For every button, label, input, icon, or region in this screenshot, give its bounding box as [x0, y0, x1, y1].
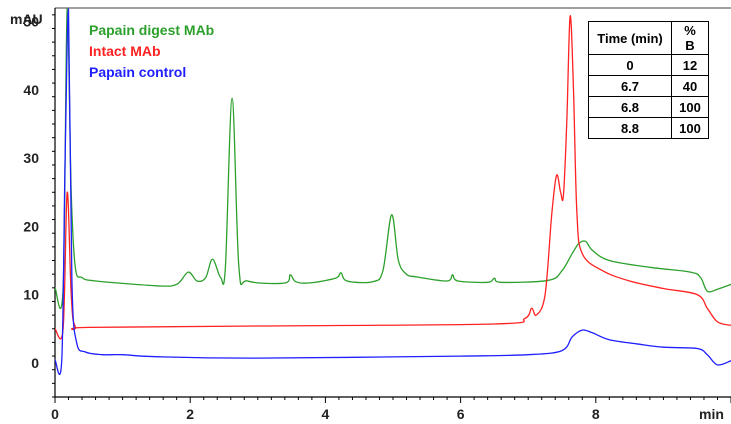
gradient-header-time: Time (min) [588, 21, 672, 55]
gradient-time-cell: 6.7 [588, 75, 672, 97]
y-tick-label: 20 [23, 218, 39, 234]
gradient-time-cell: 0 [588, 54, 672, 76]
x-tick-label: 2 [186, 406, 194, 422]
x-tick-label: 4 [322, 406, 330, 422]
gradient-time-cell: 8.8 [588, 117, 672, 139]
gradient-header-percent-b: % B [671, 21, 709, 55]
gradient-table-header: Time (min) % B [588, 21, 709, 55]
y-tick-label: 40 [23, 82, 39, 98]
legend-entry: Papain control [89, 64, 186, 80]
x-tick-label: 0 [51, 406, 59, 422]
table-row: 8.8 100 [588, 117, 709, 139]
y-axis-label: mAU [10, 11, 43, 27]
gradient-percent-b-cell: 100 [671, 96, 709, 118]
y-tick-label: 50 [23, 14, 39, 30]
x-axis-label: min [699, 406, 724, 422]
legend: Papain digest MAb Intact MAb Papain contro… [89, 22, 214, 80]
y-tick-label: 0 [31, 355, 39, 371]
series-line-3 [54, 8, 731, 376]
gradient-time-cell: 6.8 [588, 96, 672, 118]
legend-entry: Papain digest MAb [89, 22, 214, 38]
x-tick-label: 8 [592, 406, 600, 422]
y-tick-label: 30 [23, 150, 39, 166]
series-line-2 [54, 15, 731, 340]
x-tick-label: 6 [457, 406, 465, 422]
table-row: 6.7 40 [588, 75, 709, 97]
gradient-percent-b-cell: 12 [671, 54, 709, 76]
gradient-percent-b-cell: 40 [671, 75, 709, 97]
table-row: 6.8 100 [588, 96, 709, 118]
traces [54, 8, 731, 376]
y-tick-label: 10 [23, 287, 39, 303]
series-line-1 [54, 8, 731, 309]
gradient-percent-b-cell: 100 [671, 117, 709, 139]
table-row: 0 12 [588, 54, 709, 76]
gradient-table: Time (min) % B 0 12 6.7 40 6.8 100 8.8 1… [588, 21, 709, 139]
legend-entry: Intact MAb [89, 43, 161, 59]
